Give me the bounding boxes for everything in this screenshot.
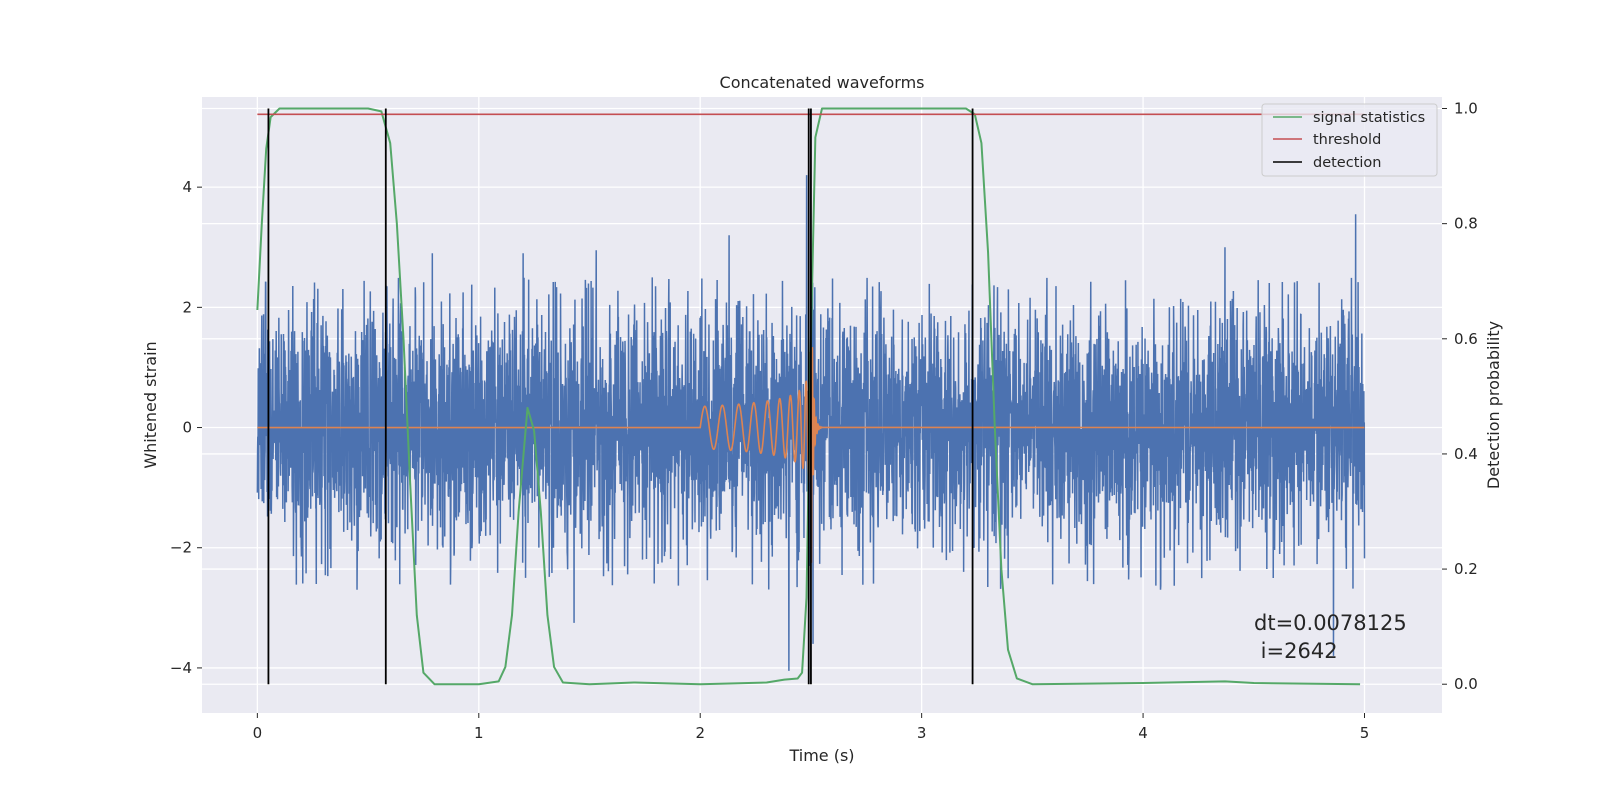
chart-title: Concatenated waveforms xyxy=(720,73,925,92)
signal-statistics-line xyxy=(256,107,1361,686)
x-tick-label: 1 xyxy=(474,724,484,742)
legend-label-detection: detection xyxy=(1313,155,1381,171)
annotation-i: i=2642 xyxy=(1254,639,1338,663)
y-tick-label: 0 xyxy=(182,419,192,437)
x-tick-label: 3 xyxy=(917,724,927,742)
x-axis-label: Time (s) xyxy=(788,746,854,765)
y2-tick-label: 0.6 xyxy=(1454,330,1478,348)
x-tick-label: 0 xyxy=(253,724,263,742)
y-axis-label: Whitened strain xyxy=(141,341,160,468)
y-tick-label: −4 xyxy=(170,659,192,677)
y2-tick-label: 1.0 xyxy=(1454,100,1478,118)
annotation-dt: dt=0.0078125 xyxy=(1254,611,1407,635)
x-tick-label: 5 xyxy=(1360,724,1370,742)
ticks: 0 1 2 3 4 5 −4 −2 0 2 4 0.0 0.2 0.4 0.6 0.8 1.0 xyxy=(170,100,1478,742)
legend-label-threshold: threshold xyxy=(1313,132,1381,148)
template-series-line xyxy=(257,347,1365,563)
y2-axis-label: Detection probability xyxy=(1484,321,1503,489)
y2-tick-label: 0.0 xyxy=(1454,675,1478,693)
data-layer xyxy=(256,107,1366,686)
x-tick-label: 4 xyxy=(1138,724,1148,742)
y-tick-label: 4 xyxy=(182,178,192,196)
y-tick-label: 2 xyxy=(182,298,192,316)
x-tick-label: 2 xyxy=(695,724,705,742)
legend-box xyxy=(1261,103,1438,177)
legend: signal statistics threshold detection xyxy=(1261,103,1438,177)
y2-tick-label: 0.8 xyxy=(1454,215,1478,233)
legend-label-signal-statistics: signal statistics xyxy=(1313,110,1425,126)
y-tick-label: −2 xyxy=(170,539,192,557)
y2-tick-label: 0.4 xyxy=(1454,445,1478,463)
y2-tick-label: 0.2 xyxy=(1454,560,1478,578)
